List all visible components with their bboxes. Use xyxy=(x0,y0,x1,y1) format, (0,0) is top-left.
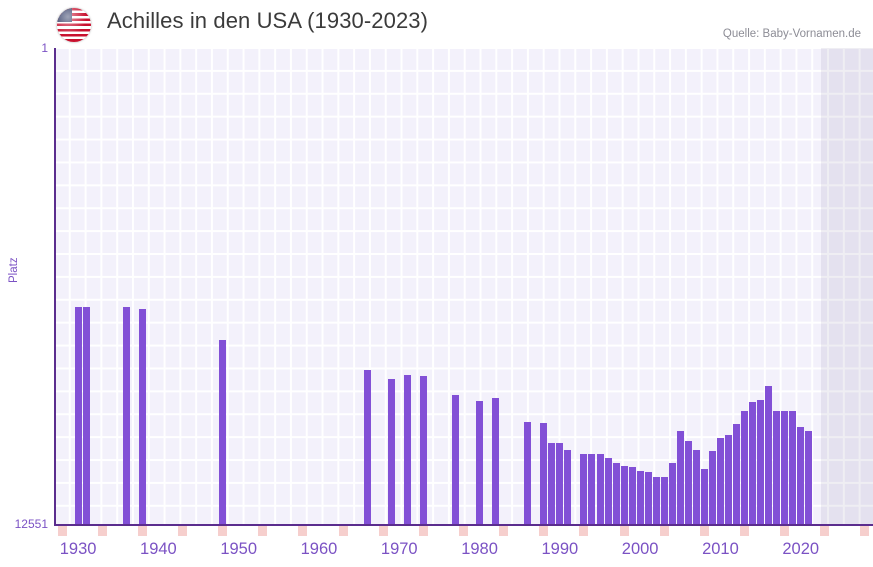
no-data-shaded-region xyxy=(820,48,873,525)
x-axis-tick-1983 xyxy=(499,526,509,536)
bar-1977 xyxy=(451,394,459,525)
bar-2001 xyxy=(644,472,652,525)
x-axis-tick-1993 xyxy=(579,526,589,536)
bar-2019 xyxy=(789,410,797,525)
bar-1996 xyxy=(604,457,612,525)
x-axis-label-2020: 2020 xyxy=(782,540,820,558)
bar-2011 xyxy=(724,435,732,525)
x-axis-tick-1998 xyxy=(619,526,629,536)
x-axis-label-1990: 1990 xyxy=(541,540,579,558)
bar-2000 xyxy=(636,470,644,525)
bar-2010 xyxy=(716,437,724,525)
bar-1999 xyxy=(628,467,636,525)
bar-1982 xyxy=(492,398,500,525)
bar-1938 xyxy=(138,309,146,525)
x-axis-label-1950: 1950 xyxy=(220,540,258,558)
x-axis-tick-2003 xyxy=(659,526,669,536)
bar-1973 xyxy=(419,375,427,525)
bar-2009 xyxy=(708,450,716,525)
bar-1997 xyxy=(612,463,620,525)
x-axis-label-1940: 1940 xyxy=(140,540,177,558)
x-axis-label-1960: 1960 xyxy=(300,540,338,558)
bar-2004 xyxy=(668,463,676,525)
x-axis-tick-2008 xyxy=(699,526,709,536)
bar-1931 xyxy=(82,306,90,525)
y-axis-title: Platz xyxy=(8,257,20,283)
x-axis-tick-1928 xyxy=(57,526,67,536)
bar-1988 xyxy=(540,423,548,525)
us-flag-icon xyxy=(57,8,91,42)
bar-1990 xyxy=(556,443,564,525)
bar-1994 xyxy=(588,453,596,525)
x-axis-tick-1978 xyxy=(459,526,468,536)
y-axis-line xyxy=(54,48,56,526)
chart-plot-area xyxy=(54,48,873,525)
x-axis-label-2010: 2010 xyxy=(702,540,739,558)
x-axis-tick-1968 xyxy=(378,526,388,536)
bar-2005 xyxy=(676,430,684,525)
bar-2013 xyxy=(741,411,749,525)
x-axis-tick-1933 xyxy=(97,526,107,536)
bar-2020 xyxy=(797,426,805,525)
bar-1993 xyxy=(580,454,588,525)
x-axis-tick-2028 xyxy=(860,526,870,536)
bar-2003 xyxy=(660,477,668,525)
x-axis-tick-2013 xyxy=(740,526,750,536)
x-axis-tick-2018 xyxy=(780,526,790,536)
bar-2015 xyxy=(757,399,765,525)
bar-2002 xyxy=(652,476,660,525)
bar-1980 xyxy=(476,401,484,525)
x-axis-label-1930: 1930 xyxy=(59,540,97,558)
x-axis-tick-1973 xyxy=(418,526,428,536)
bar-2012 xyxy=(733,424,740,525)
bar-1991 xyxy=(564,450,572,525)
bar-1971 xyxy=(403,375,411,525)
bar-2017 xyxy=(773,410,781,525)
x-axis-label-1970: 1970 xyxy=(380,540,418,558)
bar-1989 xyxy=(548,443,556,525)
bar-1986 xyxy=(524,421,532,525)
bar-1930 xyxy=(74,306,82,525)
x-axis-label-1980: 1980 xyxy=(461,540,498,558)
x-axis-label-2000: 2000 xyxy=(621,540,659,558)
y-axis-tick-bottom: 12551 xyxy=(14,517,48,531)
bar-1969 xyxy=(387,379,395,525)
x-axis-tick-2023 xyxy=(820,526,830,536)
bar-1995 xyxy=(596,454,604,525)
x-axis-tick-1958 xyxy=(298,526,308,536)
x-axis-tick-1938 xyxy=(137,526,147,536)
bar-2021 xyxy=(805,430,813,525)
bar-2007 xyxy=(692,450,700,525)
bar-1936 xyxy=(122,306,130,525)
chart-header: Achilles in den USA (1930-2023) Quelle: … xyxy=(0,0,873,48)
x-axis-tick-1963 xyxy=(338,526,348,536)
bar-2008 xyxy=(700,469,708,525)
x-axis-line xyxy=(54,524,873,526)
bar-1998 xyxy=(620,465,628,525)
x-axis-tick-1988 xyxy=(539,526,549,536)
y-axis-tick-top: 1 xyxy=(41,41,48,55)
bar-1966 xyxy=(363,369,371,525)
bar-2016 xyxy=(765,386,773,525)
flag-gloss xyxy=(57,8,91,42)
bar-1948 xyxy=(219,339,227,525)
page-title: Achilles in den USA (1930-2023) xyxy=(107,8,429,33)
bar-2014 xyxy=(749,402,757,525)
source-label: Quelle: Baby-Vornamen.de xyxy=(722,28,861,40)
x-axis-tick-1953 xyxy=(258,526,268,536)
x-axis-tick-1943 xyxy=(177,526,187,536)
bar-2006 xyxy=(684,440,692,525)
bar-2018 xyxy=(781,410,789,525)
x-axis-tick-1948 xyxy=(218,526,228,536)
